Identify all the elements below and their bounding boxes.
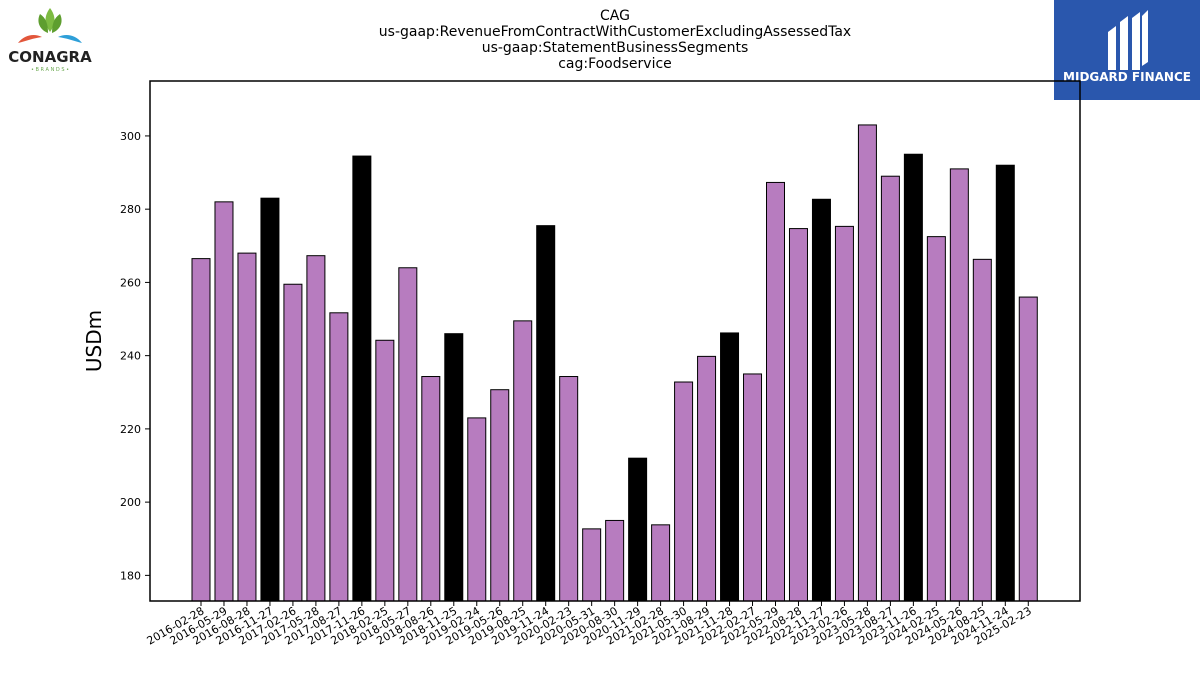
bar bbox=[949, 168, 969, 602]
bar bbox=[926, 236, 946, 602]
conagra-logo: CONAGRA • B R A N D S • bbox=[8, 8, 92, 73]
bar bbox=[444, 333, 464, 602]
bar bbox=[605, 519, 625, 602]
bar bbox=[283, 283, 303, 602]
bar bbox=[880, 175, 900, 602]
bar bbox=[788, 228, 808, 602]
conagra-wordmark: CONAGRA bbox=[8, 48, 92, 66]
bar bbox=[536, 225, 556, 602]
chart-title-line: cag:Foodservice bbox=[558, 56, 672, 72]
bar bbox=[237, 252, 257, 602]
midgard-wordmark: MIDGARD FINANCE bbox=[1063, 70, 1191, 84]
chart-title-line: us-gaap:StatementBusinessSegments bbox=[482, 40, 749, 56]
chart-title-line: CAG bbox=[600, 8, 630, 24]
y-tick-label: 300 bbox=[120, 130, 141, 143]
bar bbox=[490, 389, 510, 602]
y-tick-label: 180 bbox=[120, 569, 141, 582]
bar bbox=[375, 339, 395, 602]
y-tick-label: 280 bbox=[120, 203, 141, 216]
bar bbox=[766, 181, 785, 602]
y-axis: 180 200 220 240 260 280 300 bbox=[120, 130, 150, 582]
conagra-subtext: • B R A N D S • bbox=[31, 67, 69, 73]
bars bbox=[191, 124, 1038, 602]
bar bbox=[1018, 296, 1038, 602]
leaf-icon bbox=[18, 8, 82, 43]
bar bbox=[720, 332, 740, 602]
midgard-mark-icon bbox=[1108, 10, 1148, 70]
bar bbox=[467, 417, 487, 602]
bar bbox=[811, 198, 831, 602]
bar bbox=[398, 267, 418, 602]
bar bbox=[834, 225, 854, 602]
chart-title-line: us-gaap:RevenueFromContractWithCustomerE… bbox=[379, 24, 851, 40]
y-axis-label: USDm bbox=[82, 310, 106, 372]
bar bbox=[559, 376, 579, 602]
bar bbox=[743, 373, 763, 602]
bar bbox=[651, 524, 671, 602]
bar bbox=[214, 201, 234, 602]
bar bbox=[995, 164, 1015, 602]
bar bbox=[697, 355, 717, 602]
bar bbox=[628, 457, 648, 602]
bar bbox=[352, 155, 372, 602]
bar bbox=[260, 197, 280, 602]
bar bbox=[674, 381, 694, 602]
bar bbox=[972, 258, 992, 602]
y-tick-label: 200 bbox=[120, 496, 141, 509]
bar bbox=[329, 312, 349, 602]
y-tick-label: 260 bbox=[120, 276, 141, 289]
y-tick-label: 240 bbox=[120, 350, 141, 363]
plot-frame bbox=[149, 80, 1081, 602]
bar bbox=[421, 376, 441, 602]
midgard-logo: MIDGARD FINANCE bbox=[1054, 0, 1200, 100]
bar bbox=[306, 255, 326, 602]
bar bbox=[903, 153, 923, 602]
bar bbox=[191, 258, 211, 602]
chart-title: CAGus-gaap:RevenueFromContractWithCustom… bbox=[379, 8, 851, 72]
x-axis: 2016-02-282016-05-292016-08-282016-11-27… bbox=[145, 601, 1034, 648]
y-tick-label: 220 bbox=[120, 423, 141, 436]
bar bbox=[857, 124, 877, 602]
bar bbox=[582, 528, 602, 602]
bar bbox=[513, 320, 533, 602]
